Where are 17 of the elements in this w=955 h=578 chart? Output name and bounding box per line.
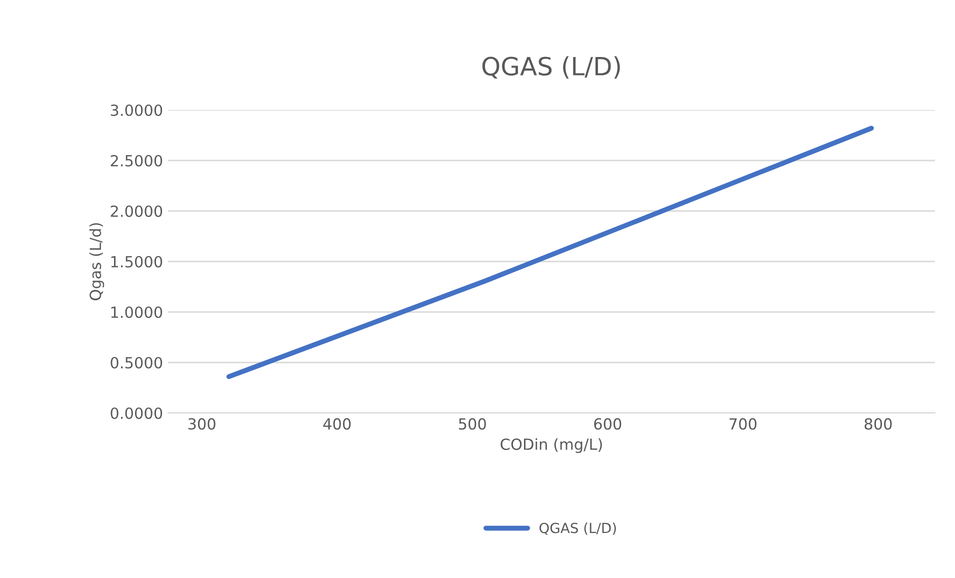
y-tick-label: 0.5000 <box>110 356 162 369</box>
y-tick-label: 2.5000 <box>110 154 162 167</box>
x-tick-label: 600 <box>594 418 622 430</box>
legend-label: QGAS (L/D) <box>539 522 616 535</box>
y-tick-label: 3.0000 <box>110 104 162 116</box>
y-tick-label: 1.0000 <box>111 306 162 318</box>
x-tick-label: 700 <box>730 418 756 430</box>
x-tick-label: 400 <box>323 418 351 430</box>
x-tick-label: 300 <box>188 418 216 430</box>
y-tick-label: 1.5000 <box>111 256 162 268</box>
x-tick-label: 800 <box>864 418 892 430</box>
x-tick-label: 500 <box>458 418 486 430</box>
y-tick-label: 0.0000 <box>110 407 162 420</box>
y-tick-label: 2.0000 <box>110 205 162 218</box>
x-axis-title: CODin (mg/L) <box>500 438 602 453</box>
y-axis-title: Qgas (L/d) <box>89 223 104 300</box>
chart-title: QGAS (L/D) <box>482 56 620 79</box>
